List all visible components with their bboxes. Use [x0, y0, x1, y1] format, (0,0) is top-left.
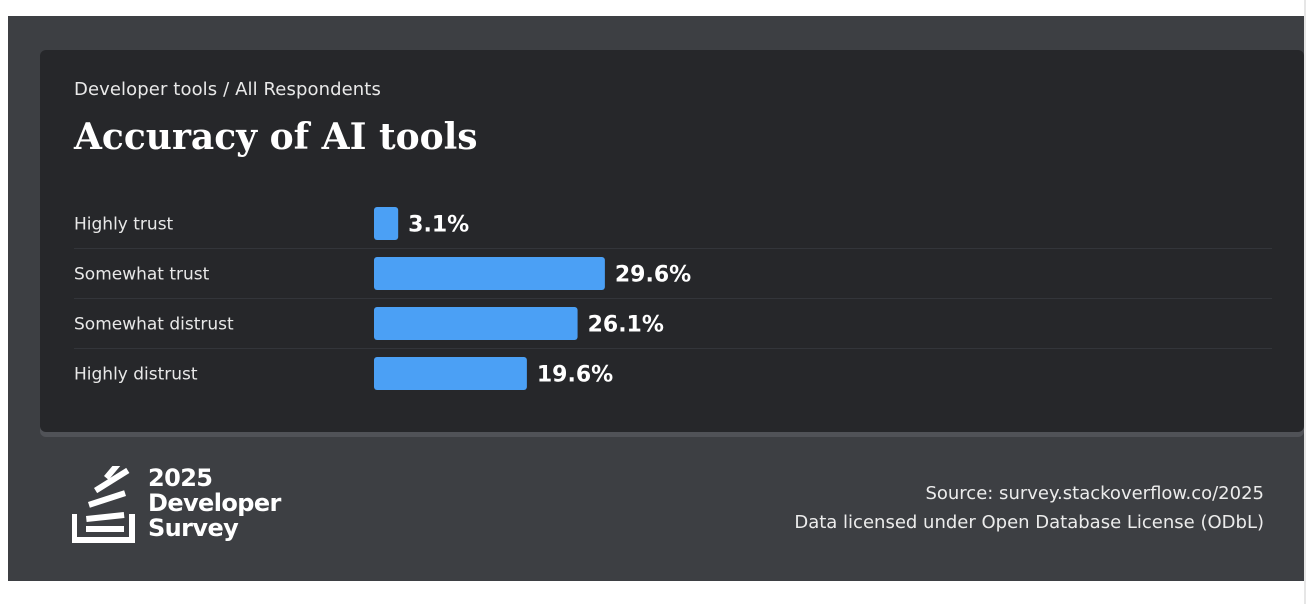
source-link[interactable]: Source: survey.stackoverflow.co/2025: [925, 483, 1264, 504]
category-label: Somewhat distrust: [74, 315, 234, 335]
logo-wordmark: 2025 Developer Survey: [148, 466, 281, 541]
chart-title: Accuracy of AI tools: [74, 116, 478, 158]
source-info: Source: survey.stackoverflow.co/2025 Dat…: [794, 479, 1264, 537]
stack-logo-icon: [71, 448, 135, 543]
value-label: 19.6%: [537, 363, 613, 388]
bar-chart: Highly trust 3.1% Somewhat trust 29.6% Somew…: [74, 207, 1272, 390]
logo-survey: Survey: [148, 514, 239, 542]
value-label: 26.1%: [588, 313, 664, 338]
category-label: Highly trust: [74, 215, 174, 235]
category-label: Highly distrust: [74, 365, 198, 385]
logo-developer: Developer: [148, 489, 281, 517]
survey-logo: 2025 Developer Survey: [71, 448, 312, 566]
value-label: 3.1%: [408, 213, 469, 238]
bar-highly-trust: [374, 207, 399, 240]
bar-somewhat-distrust: [374, 307, 578, 340]
bar-highly-distrust: [374, 357, 527, 390]
page-edge: [1304, 0, 1306, 604]
category-label: Somewhat trust: [74, 265, 210, 285]
chart-card: Developer tools / All Respondents Accura…: [40, 50, 1304, 432]
value-label: 29.6%: [615, 263, 691, 288]
logo-year: 2025: [148, 464, 213, 492]
license-text: Data licensed under Open Database Licens…: [794, 512, 1264, 533]
bar-somewhat-trust: [374, 257, 605, 290]
survey-panel: Developer tools / All Respondents Accura…: [8, 16, 1304, 581]
breadcrumb: Developer tools / All Respondents: [74, 79, 381, 100]
